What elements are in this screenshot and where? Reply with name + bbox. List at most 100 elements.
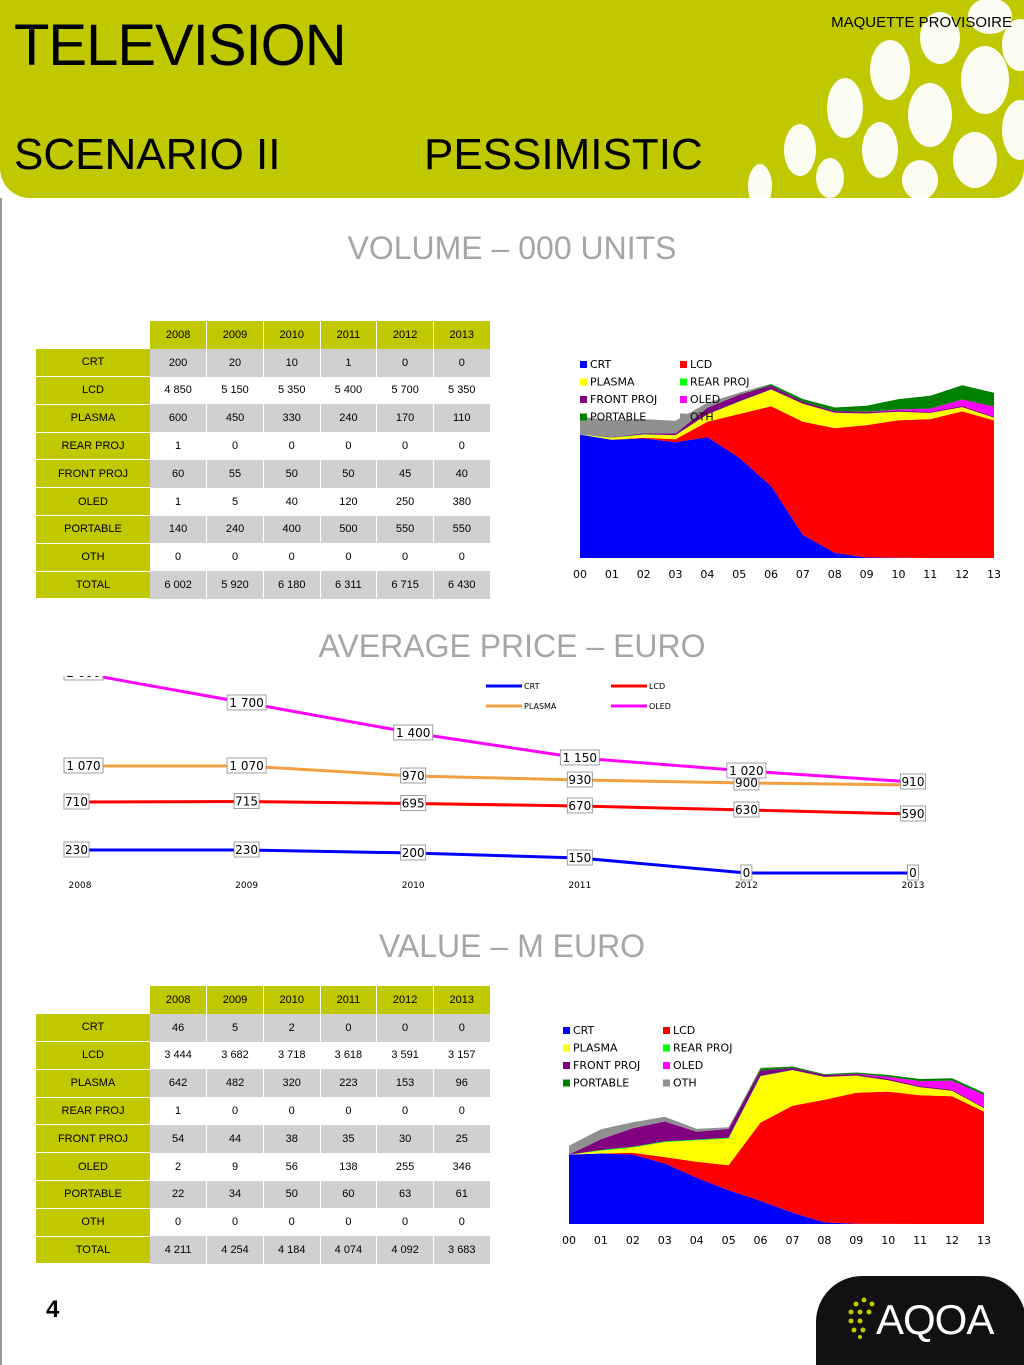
- table-row: TOTAL 4 211 4 254 4 184 4 074 4 092 3 683: [36, 1236, 491, 1265]
- data-label: 1 150: [563, 751, 597, 765]
- table-cell: 0: [263, 1208, 321, 1237]
- table-cell: 3 682: [206, 1041, 264, 1070]
- data-label: 1 700: [229, 696, 263, 710]
- data-label: 715: [235, 795, 258, 809]
- table-cell: 0: [376, 1097, 434, 1125]
- table-cell: 44: [206, 1124, 264, 1153]
- data-label-box: [233, 841, 260, 858]
- table-cell: 138: [320, 1152, 378, 1181]
- table-cell: 1: [150, 432, 208, 460]
- table-cell: 153: [376, 1069, 434, 1098]
- table-cell: 330: [263, 404, 321, 433]
- table-row: CRT 200 20 10 1 0 0: [36, 348, 491, 378]
- area-series-lcd: [569, 1091, 984, 1224]
- volume-table: 2008 2009 2010 2011 2012 2013 CRT 200 20 10 1 0 0 LCD…: [36, 321, 491, 600]
- x-tick-label: 13: [987, 568, 1001, 581]
- table-cell: 3 683: [433, 1236, 491, 1264]
- data-label: 970: [402, 769, 425, 783]
- table-cell: 10: [263, 348, 321, 377]
- table-row: OTH 0 0 0 0 0 0: [36, 543, 491, 572]
- table-cell: 54: [150, 1124, 208, 1153]
- price-line-chart: CRT LCD PLASMA OLED 230 230 200 150 0 0 710 715 695 6…: [63, 676, 926, 891]
- data-label: 230: [235, 843, 258, 857]
- data-label-box: [566, 797, 593, 814]
- left-rule: [0, 198, 2, 1365]
- line-series-crt: [80, 848, 913, 875]
- x-tick-label: 2009: [235, 881, 258, 891]
- data-label: 910: [902, 775, 925, 789]
- table-cell: 0: [433, 1013, 491, 1042]
- table-cell: 5 350: [263, 376, 321, 405]
- decorative-dots: [748, 0, 1024, 198]
- logo-dots-icon: [848, 1297, 875, 1339]
- table-row-label: CRT: [36, 348, 150, 378]
- table-cell: 550: [433, 515, 491, 544]
- table-cell: 0: [150, 1208, 208, 1237]
- x-tick-label: 04: [700, 568, 714, 581]
- legend-swatch: [580, 361, 587, 368]
- table-cell: 642: [150, 1069, 208, 1098]
- table-year-header: 2013: [433, 986, 491, 1014]
- table-row: OTH 0 0 0 0 0 0: [36, 1208, 491, 1237]
- data-label-box: [907, 864, 919, 881]
- legend-label: OTH: [673, 1077, 697, 1090]
- table-row-label: PLASMA: [36, 1069, 150, 1098]
- table-cell: 3 444: [150, 1041, 208, 1070]
- data-label-box: [63, 676, 104, 681]
- table-cell: 140: [150, 515, 208, 544]
- x-tick-label: 08: [828, 568, 842, 581]
- table-cell: 5 920: [206, 571, 264, 599]
- data-label-box: [233, 793, 260, 809]
- table-cell: 0: [320, 1097, 378, 1125]
- legend-swatch: [580, 413, 587, 421]
- x-tick-label: 08: [817, 1234, 831, 1247]
- table-row-label: PLASMA: [36, 404, 150, 433]
- table-cell: 3 618: [320, 1041, 378, 1070]
- table-row: LCD 4 850 5 150 5 350 5 400 5 700 5 350: [36, 376, 491, 405]
- table-cell: 0: [206, 543, 264, 572]
- table-cell: 2: [263, 1013, 321, 1042]
- table-row: PLASMA 642 482 320 223 153 96: [36, 1069, 491, 1098]
- x-tick-label: 02: [626, 1234, 640, 1247]
- x-tick-label: 12: [955, 568, 969, 581]
- table-row-label: REAR PROJ: [36, 1097, 150, 1126]
- x-tick-label: 06: [764, 568, 778, 581]
- legend-swatch: [563, 1027, 570, 1034]
- header-banner: TELEVISION SCENARIO II PESSIMISTIC MAQUE…: [0, 0, 1024, 198]
- legend-label: LCD: [649, 682, 665, 691]
- data-label-box: [726, 762, 767, 779]
- legend-label: CRT: [573, 1024, 595, 1037]
- data-label: 710: [65, 795, 88, 809]
- table-cell: 250: [376, 487, 434, 516]
- legend-label: OLED: [673, 1059, 703, 1072]
- table-header-row: 2008 2009 2010 2011 2012 2013: [36, 321, 491, 349]
- legend-label: PLASMA: [590, 376, 635, 389]
- table-cell: 34: [206, 1180, 264, 1209]
- x-tick-label: 06: [754, 1234, 768, 1247]
- table-cell: 346: [433, 1152, 491, 1181]
- table-cell: 450: [206, 404, 264, 433]
- table-cell: 6 715: [376, 571, 434, 599]
- data-label: 0: [909, 866, 917, 880]
- table-cell: 0: [206, 1208, 264, 1237]
- table-cell: 0: [376, 1208, 434, 1237]
- legend-label: PLASMA: [573, 1042, 618, 1055]
- table-year-header: 2011: [320, 986, 378, 1014]
- x-tick-label: 2010: [402, 881, 425, 891]
- table-row: TOTAL 6 002 5 920 6 180 6 311 6 715 6 430: [36, 571, 491, 600]
- table-cell: 400: [263, 515, 321, 544]
- x-tick-label: 07: [796, 568, 810, 581]
- table-year-header: 2008: [150, 986, 208, 1014]
- x-tick-label: 13: [977, 1234, 991, 1247]
- table-cell: 110: [433, 404, 491, 433]
- table-cell: 0: [206, 432, 264, 460]
- table-cell: 170: [376, 404, 434, 433]
- table-cell: 30: [376, 1124, 434, 1153]
- legend-label: CRT: [524, 682, 540, 691]
- table-row-label: OTH: [36, 1208, 150, 1237]
- data-label-box: [63, 793, 90, 810]
- table-cell: 1: [150, 1097, 208, 1125]
- line-series-plasma: [80, 764, 914, 787]
- table-cell: 0: [376, 1013, 434, 1042]
- table-cell: 22: [150, 1180, 208, 1209]
